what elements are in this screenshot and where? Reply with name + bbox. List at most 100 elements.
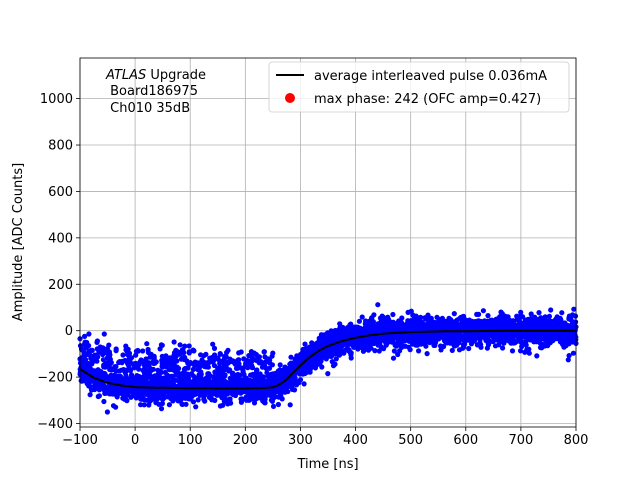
scatter-point	[474, 318, 480, 324]
scatter-point	[202, 398, 208, 404]
scatter-point	[78, 370, 84, 376]
scatter-point	[423, 316, 429, 322]
scatter-point	[182, 366, 188, 372]
scatter-point	[345, 331, 351, 337]
x-tick-label: 0	[131, 433, 139, 448]
scatter-point	[394, 341, 400, 347]
scatter-point	[215, 355, 221, 361]
scatter-point	[519, 333, 525, 340]
scatter-point	[533, 336, 539, 342]
scatter-point	[229, 381, 235, 387]
scatter-point	[293, 382, 300, 388]
scatter-point	[359, 314, 365, 320]
atlas-annotation: ATLAS Upgrade Board186975 Ch010 35dB	[105, 68, 206, 116]
scatter-point	[87, 392, 93, 398]
scatter-point	[378, 322, 384, 328]
scatter-point	[104, 409, 110, 415]
scatter-point	[195, 376, 201, 382]
scatter-point	[171, 339, 177, 345]
scatter-point	[517, 348, 524, 354]
scatter-point	[261, 349, 267, 355]
scatter-point	[94, 339, 100, 345]
scatter-point	[378, 344, 384, 350]
y-tick-label: 200	[48, 278, 73, 293]
scatter-point	[325, 371, 331, 377]
scatter-point	[279, 396, 285, 402]
scatter-point	[413, 313, 419, 319]
y-tick-label: −400	[37, 417, 73, 432]
scatter-point	[401, 324, 407, 331]
scatter-point	[218, 391, 224, 397]
scatter-point	[176, 370, 182, 377]
scatter-point	[458, 314, 464, 321]
scatter-point	[212, 369, 218, 375]
annotation-channel: Ch010 35dB	[106, 101, 190, 116]
scatter-point	[152, 373, 158, 379]
scatter-point	[82, 333, 88, 339]
scatter-point	[560, 341, 566, 347]
scatter-point	[344, 343, 350, 349]
scatter-point	[87, 369, 93, 375]
scatter-point	[150, 389, 156, 395]
scatter-point	[156, 401, 162, 407]
scatter-point	[563, 331, 569, 338]
scatter-point	[248, 391, 254, 397]
scatter-point	[375, 341, 382, 347]
scatter-point	[459, 321, 465, 328]
scatter-point	[78, 364, 84, 370]
scatter-point	[438, 347, 444, 353]
scatter-point	[268, 371, 274, 377]
scatter-point	[95, 393, 101, 400]
scatter-point	[182, 343, 188, 349]
scatter-point	[318, 358, 324, 364]
x-tick-label: 800	[564, 433, 589, 448]
scatter-point	[307, 369, 313, 375]
scatter-point	[297, 369, 303, 375]
scatter-point	[408, 318, 414, 324]
scatter-point	[248, 372, 254, 378]
scatter-point	[301, 381, 307, 387]
svg-text:ATLAS Upgrade: ATLAS Upgrade	[105, 68, 206, 83]
scatter-point	[360, 336, 366, 342]
scatter-point	[238, 349, 244, 355]
scatter-point	[214, 392, 220, 398]
scatter-point	[248, 380, 255, 386]
scatter-point	[288, 367, 294, 373]
legend-label-pulse: average interleaved pulse 0.036mA	[314, 69, 547, 84]
scatter-point	[240, 379, 246, 385]
scatter-point	[376, 348, 382, 354]
scatter-point	[256, 354, 262, 360]
scatter-point	[232, 372, 238, 378]
scatter-point	[269, 398, 275, 404]
scatter-point	[502, 313, 508, 319]
scatter-point	[463, 324, 469, 330]
scatter-point	[571, 306, 577, 312]
scatter-point	[198, 371, 204, 377]
y-tick-label: 800	[48, 139, 73, 154]
scatter-point	[279, 373, 285, 379]
scatter-point	[186, 350, 192, 356]
scatter-point	[169, 362, 175, 368]
scatter-point	[236, 376, 242, 382]
scatter-point	[144, 368, 150, 374]
scatter-point	[133, 352, 139, 358]
legend-label-max-phase: max phase: 242 (OFC amp=0.427)	[314, 92, 541, 107]
scatter-point	[106, 362, 112, 368]
scatter-point	[357, 325, 363, 331]
scatter-points	[77, 302, 579, 415]
scatter-point	[406, 344, 412, 350]
scatter-point	[497, 338, 503, 345]
scatter-point	[103, 390, 109, 396]
scatter-point	[179, 401, 185, 407]
scatter-point	[488, 325, 494, 331]
scatter-point	[193, 391, 199, 397]
scatter-point	[258, 360, 264, 366]
scatter-point	[251, 400, 258, 406]
scatter-point	[253, 373, 259, 379]
scatter-point	[524, 347, 530, 353]
plot-frame	[79, 57, 577, 428]
scatter-point	[254, 368, 260, 374]
scatter-point	[95, 354, 101, 360]
scatter-point	[356, 318, 362, 324]
scatter-point	[421, 339, 427, 345]
